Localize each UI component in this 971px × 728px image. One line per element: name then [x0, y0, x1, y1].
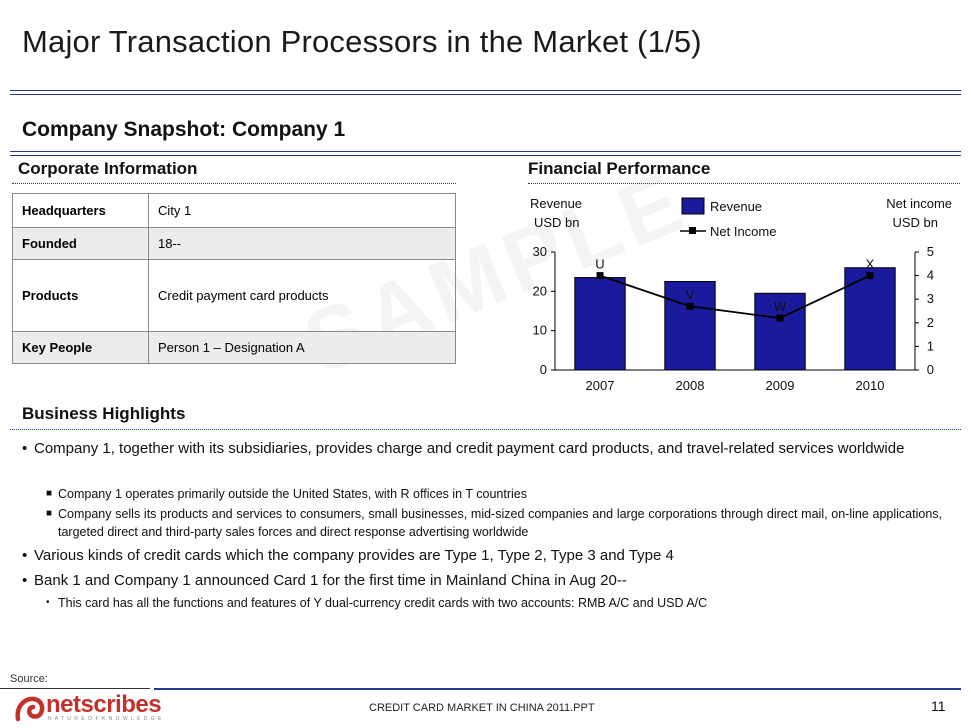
left-tick-label: 20 — [533, 283, 547, 298]
company-snapshot-heading: Company Snapshot: Company 1 — [22, 118, 346, 141]
bullet-marker: • — [22, 440, 28, 457]
bullet-marker: • — [22, 547, 28, 564]
highlight-subbullet-2: ■ Company sells its products and service… — [46, 505, 942, 541]
table-row: Founded 18-- — [12, 227, 456, 260]
corporate-information-heading: Corporate Information — [18, 159, 198, 178]
page-title: Major Transaction Processors in the Mark… — [22, 24, 702, 59]
corporate-divider — [12, 183, 456, 184]
highlight-subbullet-3: • This card has all the functions and fe… — [46, 594, 942, 612]
square-bullet-marker: ■ — [46, 508, 53, 519]
net-income-point-label: X — [866, 257, 875, 272]
highlight-bullet-2: • Various kinds of credit cards which th… — [22, 545, 940, 566]
legend-revenue-swatch — [681, 197, 705, 215]
net-income-marker-2008 — [686, 302, 694, 310]
left-axis-label-2: USD bn — [534, 215, 580, 230]
table-row: Key People Person 1 – Designation A — [12, 331, 456, 364]
bullet-text: Various kinds of credit cards which the … — [34, 547, 674, 564]
footer-rule — [154, 688, 961, 690]
table-row: Products Credit payment card products — [12, 259, 456, 332]
row-key: Products — [12, 259, 149, 332]
row-value: City 1 — [148, 193, 456, 228]
right-axis-label-2: USD bn — [892, 215, 938, 230]
square-bullet-marker: ■ — [46, 488, 53, 499]
snapshot-divider — [10, 151, 961, 156]
bullet-marker: • — [46, 597, 50, 608]
row-key: Key People — [12, 331, 149, 364]
x-tick-label: 2007 — [586, 378, 615, 393]
financial-performance-heading: Financial Performance — [528, 159, 711, 178]
bullet-text: Bank 1 and Company 1 announced Card 1 fo… — [34, 572, 627, 589]
x-tick-label: 2010 — [856, 378, 885, 393]
net-income-marker-2009 — [776, 314, 784, 322]
bullet-marker: • — [22, 572, 28, 589]
subbullet-text: Company sells its products and services … — [58, 507, 942, 539]
highlight-bullet-1: • Company 1, together with its subsidiar… — [22, 438, 940, 459]
row-value: Credit payment card products — [148, 259, 456, 332]
right-tick-label: 0 — [927, 362, 934, 377]
page-number: 11 — [931, 698, 946, 714]
net-income-point-label: U — [595, 257, 604, 272]
left-tick-label: 10 — [533, 323, 547, 338]
row-key: Headquarters — [12, 193, 149, 228]
business-highlights-heading: Business Highlights — [22, 404, 186, 423]
source-label: Source: — [10, 673, 48, 685]
revenue-bar-2010 — [844, 267, 896, 371]
revenue-bar-2007 — [574, 277, 626, 371]
chart-plot-area: 0 10 20 30 0 1 2 3 4 5 2007 2008 2009 2010 U V W X — [533, 244, 934, 393]
net-income-marker-2010 — [866, 272, 874, 280]
left-tick-label: 30 — [533, 244, 547, 259]
financial-chart: Revenue USD bn Net income USD bn Revenue… — [530, 196, 952, 393]
net-income-point-label: W — [774, 299, 787, 314]
source-rule — [0, 688, 150, 689]
row-value: 18-- — [148, 227, 456, 260]
right-tick-label: 3 — [927, 291, 934, 306]
x-tick-label: 2008 — [676, 378, 705, 393]
legend-revenue-label: Revenue — [710, 199, 762, 214]
right-tick-label: 5 — [927, 244, 934, 259]
revenue-bar-2009 — [754, 292, 806, 371]
net-income-line — [599, 274, 871, 320]
footer-document-name: CREDIT CARD MARKET IN CHINA 2011.PPT — [369, 702, 595, 714]
highlight-subbullet-1: ■ Company 1 operates primarily outside t… — [46, 485, 942, 503]
right-axis-label-1: Net income — [886, 196, 952, 211]
right-tick-label: 4 — [927, 268, 934, 283]
netscribes-logo-text: netscribes — [46, 691, 162, 718]
net-income-marker-2007 — [596, 272, 604, 280]
financial-divider — [528, 183, 960, 184]
revenue-bar-2008 — [664, 281, 716, 371]
row-key: Founded — [12, 227, 149, 260]
corporate-info-table: Headquarters City 1 Founded 18-- Product… — [12, 193, 456, 364]
bullet-text: Company 1, together with its subsidiarie… — [34, 440, 905, 457]
legend-net-income-label: Net Income — [710, 224, 776, 239]
net-income-point-label: V — [686, 287, 695, 302]
logo-tagline: N A T U R E O F K N O W L E D G E — [48, 716, 163, 722]
legend-net-income-marker — [689, 227, 696, 234]
highlight-bullet-3: • Bank 1 and Company 1 announced Card 1 … — [22, 570, 940, 591]
highlights-divider — [10, 429, 961, 430]
subbullet-text: Company 1 operates primarily outside the… — [58, 487, 527, 501]
right-tick-label: 1 — [927, 338, 934, 353]
x-tick-label: 2009 — [766, 378, 795, 393]
netscribes-logo-icon — [15, 696, 45, 722]
left-axis-label-1: Revenue — [530, 196, 582, 211]
title-divider — [10, 90, 961, 95]
left-tick-label: 0 — [540, 362, 547, 377]
subbullet-text: This card has all the functions and feat… — [58, 596, 708, 610]
right-tick-label: 2 — [927, 315, 934, 330]
table-row: Headquarters City 1 — [12, 193, 456, 228]
row-value: Person 1 – Designation A — [148, 331, 456, 364]
